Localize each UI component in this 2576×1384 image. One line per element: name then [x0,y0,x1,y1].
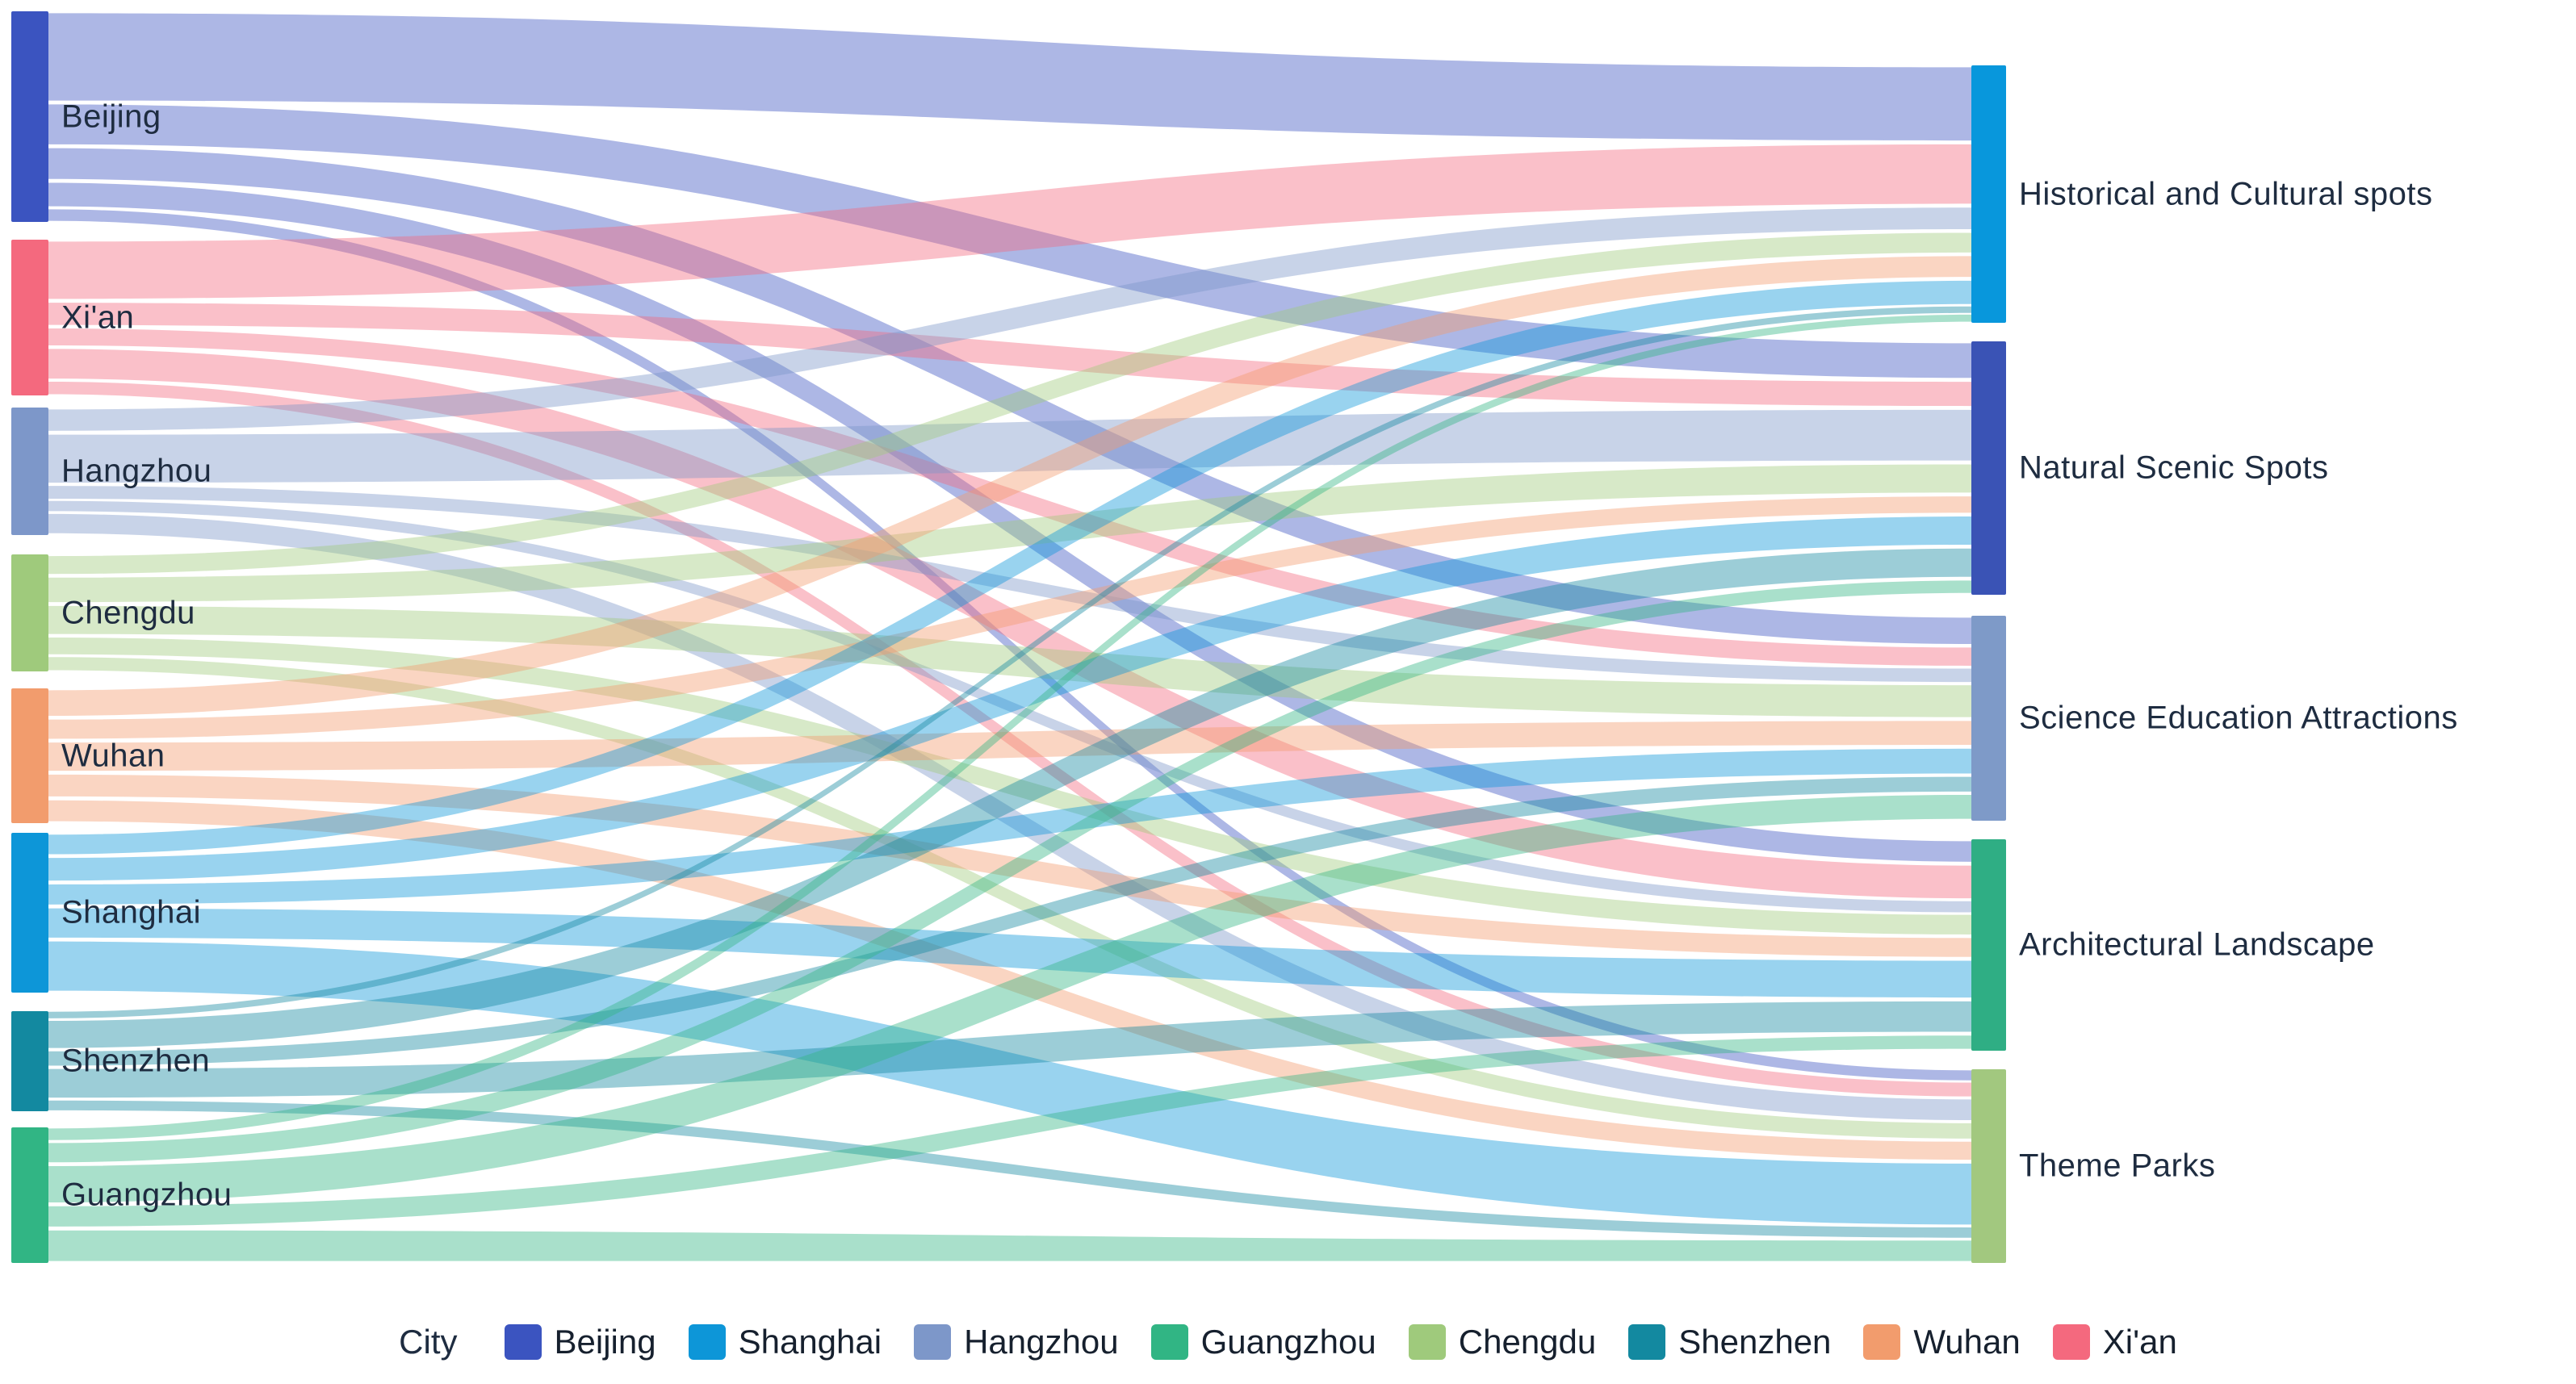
legend-label: Shenzhen [1678,1323,1832,1361]
legend-item-hangzhou[interactable]: Hangzhou [914,1323,1119,1361]
legend-item-wuhan[interactable]: Wuhan [1863,1323,2021,1361]
flow-ribbon[interactable] [48,500,1971,913]
node-natural-scenic-spots[interactable] [1971,341,2006,595]
flow-ribbon[interactable] [48,209,1971,1081]
flow-ribbon[interactable] [48,908,1971,998]
sankey-canvas [11,11,2006,1263]
flow-ribbon[interactable] [48,314,1971,1140]
flow-ribbon[interactable] [48,148,1971,645]
legend-item-xi-an[interactable]: Xi'an [2052,1323,2177,1361]
flow-ribbon[interactable] [48,409,1971,483]
flow-ribbon[interactable] [48,605,1971,717]
node-shanghai[interactable] [11,833,48,993]
legend-label: Wuhan [1913,1323,2021,1361]
flow-ribbon[interactable] [48,144,1971,299]
legend-label: Chengdu [1458,1323,1597,1361]
flow-ribbon[interactable] [48,774,1971,957]
flow-ribbon[interactable] [48,1100,1971,1238]
flow-ribbon[interactable] [48,638,1971,935]
flow-ribbon[interactable] [48,486,1971,683]
flow-ribbon[interactable] [48,580,1971,1163]
legend: City Beijing Shanghai Hangzhou Guangzhou Che… [0,1306,2576,1378]
legend-item-shenzhen[interactable]: Shenzhen [1628,1323,1831,1361]
node-shenzhen[interactable] [11,1011,48,1111]
flow-ribbon[interactable] [48,104,1971,378]
legend-title: City [399,1323,458,1361]
legend-swatch-hangzhou [914,1324,952,1360]
flow-ribbon[interactable] [48,721,1971,771]
node-historical-and-cultural-spots[interactable] [1971,65,2006,323]
flow-ribbon[interactable] [48,207,1971,431]
flow-ribbon[interactable] [48,306,1971,1018]
legend-item-chengdu[interactable]: Chengdu [1408,1323,1597,1361]
legend-swatch-wuhan [1863,1324,1901,1360]
flow-ribbon[interactable] [48,513,1971,1121]
legend-item-beijing[interactable]: Beijing [504,1323,656,1361]
flow-ribbon[interactable] [48,657,1971,1139]
flow-ribbon[interactable] [48,548,1971,1048]
flow-ribbon[interactable] [48,516,1971,881]
legend-swatch-guangzhou [1150,1324,1188,1360]
legend-swatch-shanghai [688,1324,726,1360]
flow-ribbon[interactable] [48,496,1971,739]
legend-swatch-shenzhen [1628,1324,1666,1360]
flow-ribbon[interactable] [48,1230,1971,1261]
flow-ribbon[interactable] [48,13,1971,141]
legend-label: Shanghai [738,1323,882,1361]
legend-swatch-chengdu [1408,1324,1446,1360]
legend-label: Xi'an [2102,1323,2177,1361]
flow-ribbon[interactable] [48,1001,1971,1098]
flow-ribbon[interactable] [48,232,1971,575]
node-xi-an[interactable] [11,240,48,395]
flow-ribbon[interactable] [48,349,1971,899]
flow-ribbon[interactable] [48,800,1971,1160]
legend-item-guangzhou[interactable]: Guangzhou [1150,1323,1376,1361]
legend-item-shanghai[interactable]: Shanghai [688,1323,882,1361]
node-chengdu[interactable] [11,554,48,671]
node-science-education-attractions[interactable] [1971,616,2006,821]
node-beijing[interactable] [11,11,48,222]
legend-swatch-xi-an [2052,1324,2090,1360]
legend-label: Guangzhou [1200,1323,1376,1361]
flow-ribbon[interactable] [48,328,1971,666]
flow-ribbon[interactable] [48,1035,1971,1227]
node-guangzhou[interactable] [11,1127,48,1263]
flow-ribbon[interactable] [48,794,1971,1202]
flow-ribbon[interactable] [48,256,1971,716]
flow-ribbon[interactable] [48,776,1971,1066]
flow-ribbon[interactable] [48,941,1971,1225]
flow-ribbon[interactable] [48,382,1971,1097]
legend-label: Hangzhou [964,1323,1119,1361]
legend-label: Beijing [554,1323,656,1361]
flow-ribbon[interactable] [48,303,1971,407]
node-hangzhou[interactable] [11,408,48,535]
node-wuhan[interactable] [11,688,48,823]
node-theme-parks[interactable] [1971,1069,2006,1263]
flow-ribbon[interactable] [48,182,1971,862]
flow-ribbon[interactable] [48,280,1971,855]
flow-ribbon[interactable] [48,748,1971,905]
legend-swatch-beijing [504,1324,542,1360]
sankey-chart: Beijing Xi'an Hangzhou Chengdu Wuhan Shanghai… [11,11,2457,1263]
node-architectural-landscape[interactable] [1971,839,2006,1051]
flow-ribbon[interactable] [48,464,1971,603]
